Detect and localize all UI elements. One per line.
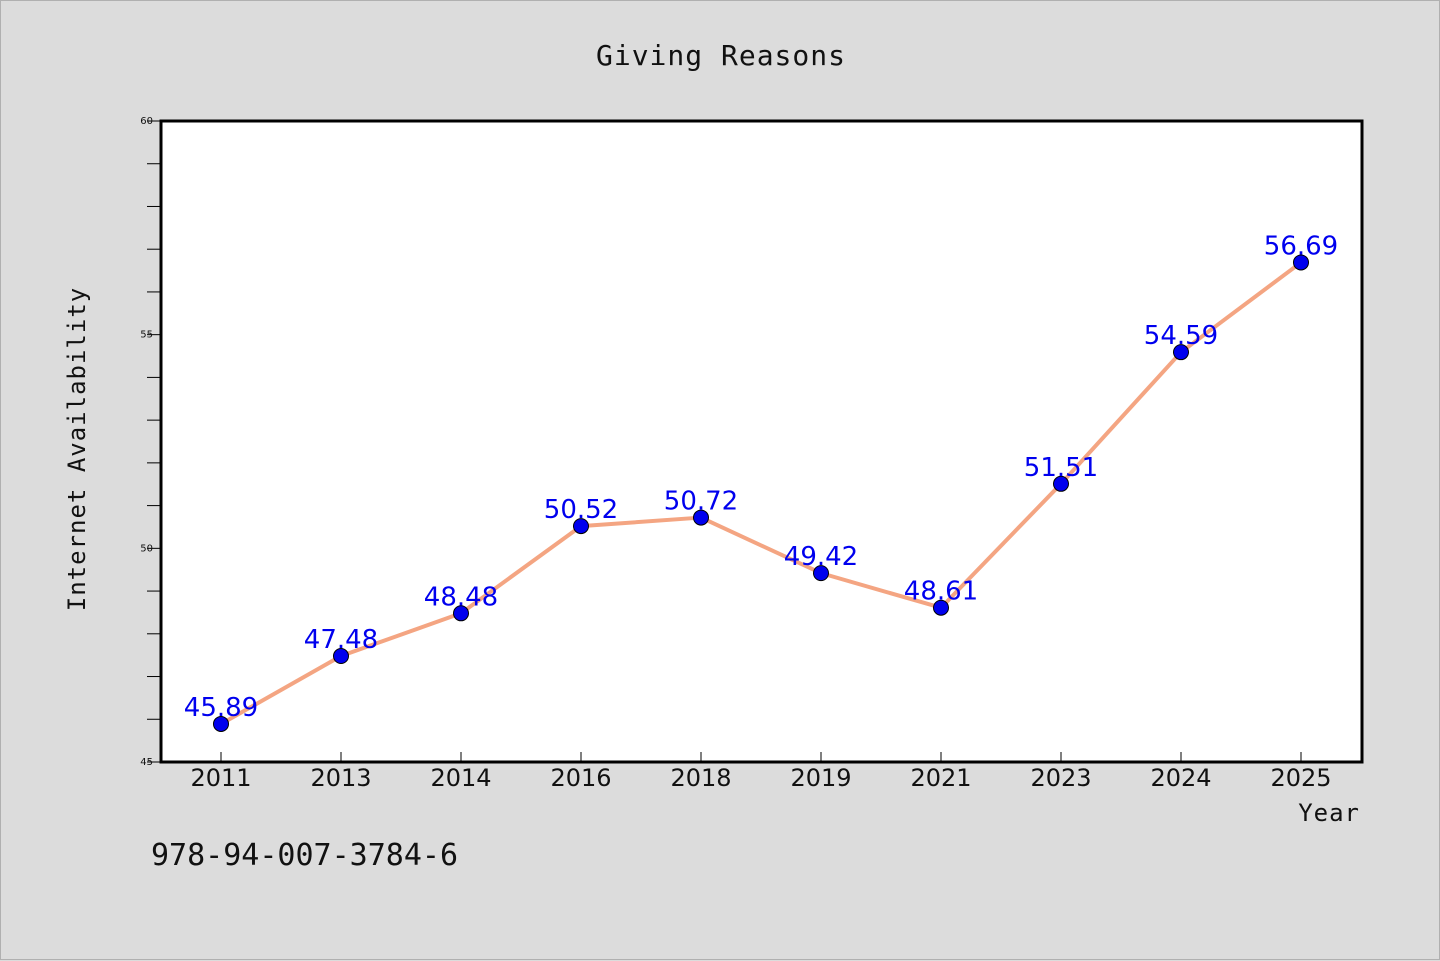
x-tick-label: 2024 xyxy=(1150,764,1211,792)
data-label: 54.59 xyxy=(1144,321,1218,351)
x-tick-label: 2023 xyxy=(1030,764,1091,792)
data-label: 48.48 xyxy=(424,582,498,612)
y-axis: 45 50 55 60 xyxy=(140,116,161,768)
isbn-text: 978-94-007-3784-6 xyxy=(151,838,458,873)
data-point xyxy=(693,509,709,526)
plot-area xyxy=(159,119,1364,764)
data-point xyxy=(933,599,949,616)
data-label: 45.89 xyxy=(184,693,258,723)
y-axis-title: Internet Availability xyxy=(63,287,91,611)
series-line xyxy=(220,260,1303,726)
y-tick-label: 55 xyxy=(140,330,153,341)
data-label: 50.72 xyxy=(664,487,738,517)
data-label: 56.69 xyxy=(1264,231,1338,261)
chart-title: Giving Reasons xyxy=(596,39,846,72)
data-point xyxy=(1053,475,1069,492)
x-tick-label: 2021 xyxy=(910,764,971,792)
x-axis: 2011 2013 2014 2016 2018 2019 2021 2023 2024 2025 xyxy=(190,752,1332,792)
series-group: 45.89 47.48 48.48 50.52 50.72 49.42 48.61 51.51… xyxy=(184,231,1338,732)
data-label: 48.61 xyxy=(904,577,978,607)
x-tick-label: 2011 xyxy=(190,764,251,792)
data-point xyxy=(1293,254,1309,271)
x-tick-label: 2016 xyxy=(550,764,611,792)
x-tick-label: 2019 xyxy=(790,764,851,792)
x-tick-label: 2018 xyxy=(670,764,731,792)
data-point xyxy=(813,565,829,582)
x-axis-title: Year xyxy=(1298,799,1360,827)
data-point xyxy=(453,605,469,622)
y-tick-label: 45 xyxy=(140,757,153,768)
data-point xyxy=(573,518,589,535)
y-tick-label: 50 xyxy=(140,543,153,554)
x-tick-label: 2014 xyxy=(430,764,491,792)
data-label: 47.48 xyxy=(304,625,378,655)
data-label: 50.52 xyxy=(544,495,618,525)
x-tick-label: 2013 xyxy=(310,764,371,792)
data-point xyxy=(1173,344,1189,361)
data-point xyxy=(333,648,349,665)
x-tick-label: 2025 xyxy=(1270,764,1331,792)
data-point xyxy=(213,715,229,732)
y-tick-label: 60 xyxy=(140,116,153,127)
data-label: 51.51 xyxy=(1024,453,1098,483)
data-label: 49.42 xyxy=(784,542,858,572)
